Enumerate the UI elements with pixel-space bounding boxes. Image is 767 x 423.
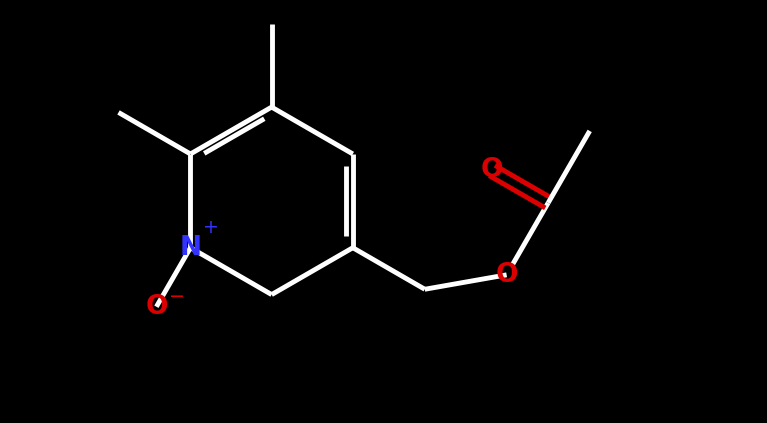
Text: O: O xyxy=(145,294,168,320)
Text: O: O xyxy=(481,157,503,184)
Text: N: N xyxy=(179,235,202,261)
Text: O: O xyxy=(495,262,518,288)
Text: +: + xyxy=(202,218,219,237)
Text: −: − xyxy=(169,286,185,305)
